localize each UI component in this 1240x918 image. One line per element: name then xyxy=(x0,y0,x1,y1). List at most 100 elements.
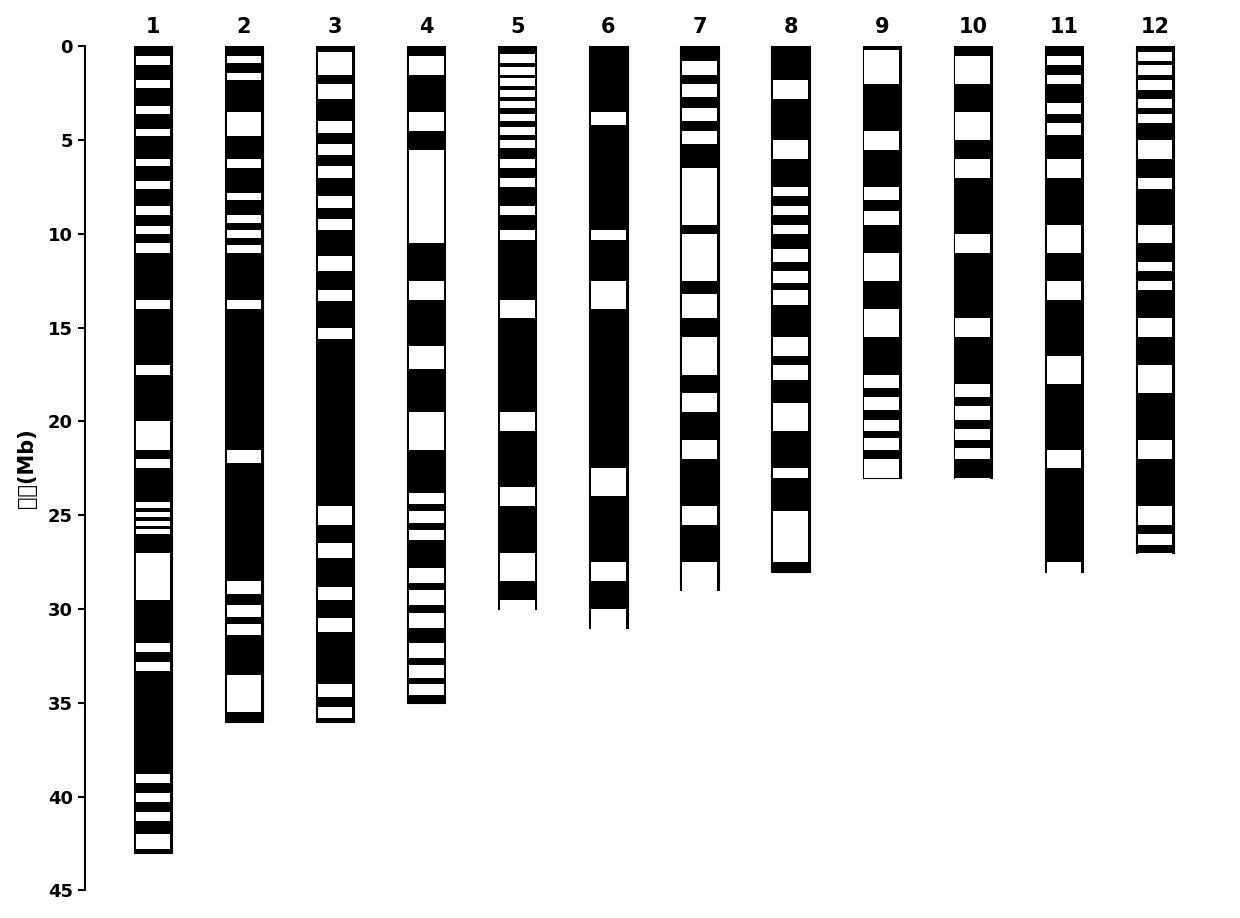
Bar xyxy=(774,290,808,305)
Bar xyxy=(1047,599,1081,613)
Bar xyxy=(591,609,626,637)
Bar xyxy=(682,441,717,459)
Bar xyxy=(774,249,808,262)
Bar xyxy=(135,459,170,468)
Bar xyxy=(864,50,899,84)
Bar xyxy=(774,187,808,196)
Bar xyxy=(134,47,172,853)
Bar xyxy=(135,182,170,189)
Bar xyxy=(135,643,170,652)
Bar xyxy=(864,252,899,281)
Bar xyxy=(1137,319,1172,337)
Bar xyxy=(135,812,170,821)
Bar xyxy=(500,178,534,187)
Bar xyxy=(500,54,534,63)
Bar xyxy=(1047,123,1081,135)
Bar xyxy=(1137,281,1172,290)
Bar xyxy=(1047,56,1081,65)
Bar xyxy=(1047,644,1081,655)
Bar xyxy=(956,384,990,397)
Bar xyxy=(135,106,170,114)
Bar xyxy=(1137,99,1172,108)
Bar xyxy=(1047,74,1081,84)
Bar xyxy=(498,47,537,609)
Bar xyxy=(500,553,534,581)
Bar xyxy=(227,56,262,63)
Bar xyxy=(1137,178,1172,189)
Bar xyxy=(864,309,899,337)
Bar xyxy=(954,47,992,477)
Bar xyxy=(774,337,808,356)
Bar xyxy=(682,168,717,225)
Bar xyxy=(409,567,444,583)
Bar xyxy=(682,234,717,281)
Bar xyxy=(682,62,717,74)
Bar xyxy=(956,159,990,178)
Bar xyxy=(500,230,534,240)
Bar xyxy=(1047,450,1081,468)
Bar xyxy=(1137,114,1172,123)
Bar xyxy=(135,530,170,534)
Bar xyxy=(135,662,170,671)
Bar xyxy=(1047,356,1081,384)
Bar xyxy=(409,666,444,678)
Bar xyxy=(317,684,352,697)
Bar xyxy=(317,587,352,599)
Bar xyxy=(500,299,534,319)
Bar xyxy=(1136,47,1174,553)
Bar xyxy=(682,108,717,121)
Y-axis label: 位置(Mb): 位置(Mb) xyxy=(16,429,37,509)
Bar xyxy=(682,337,717,375)
Bar xyxy=(227,624,262,635)
Bar xyxy=(956,448,990,459)
Bar xyxy=(227,450,262,463)
Bar xyxy=(682,84,717,97)
Bar xyxy=(135,774,170,783)
Bar xyxy=(135,299,170,309)
Bar xyxy=(864,187,899,200)
Bar xyxy=(500,127,534,135)
Bar xyxy=(317,707,352,718)
Bar xyxy=(864,459,899,477)
Bar xyxy=(500,140,534,148)
Bar xyxy=(1047,562,1081,581)
Bar xyxy=(864,439,899,450)
Bar xyxy=(956,429,990,441)
Bar xyxy=(224,47,263,722)
Bar xyxy=(409,150,444,243)
Bar xyxy=(135,365,170,375)
Bar xyxy=(135,502,170,508)
Bar xyxy=(227,675,262,712)
Bar xyxy=(317,166,352,178)
Bar xyxy=(135,80,170,87)
Bar xyxy=(409,112,444,130)
Bar xyxy=(409,412,444,450)
Bar xyxy=(227,605,262,617)
Bar xyxy=(681,47,719,590)
Bar xyxy=(1045,47,1083,572)
Bar xyxy=(317,52,352,74)
Bar xyxy=(500,599,534,619)
Bar xyxy=(864,397,899,410)
Bar xyxy=(591,230,626,240)
Bar xyxy=(682,130,717,144)
Bar xyxy=(956,319,990,337)
Bar xyxy=(409,56,444,74)
Bar xyxy=(1137,140,1172,159)
Bar xyxy=(1137,506,1172,524)
Bar xyxy=(1047,622,1081,635)
Bar xyxy=(409,643,444,658)
Bar xyxy=(1137,441,1172,459)
Bar xyxy=(500,67,534,74)
Bar xyxy=(682,506,717,524)
Bar xyxy=(1137,262,1172,272)
Bar xyxy=(135,834,170,849)
Bar xyxy=(135,421,170,450)
Bar xyxy=(956,477,990,497)
Bar xyxy=(135,553,170,599)
Bar xyxy=(774,468,808,477)
Bar xyxy=(317,506,352,524)
Bar xyxy=(135,512,170,517)
Bar xyxy=(317,328,352,339)
Bar xyxy=(774,206,808,215)
